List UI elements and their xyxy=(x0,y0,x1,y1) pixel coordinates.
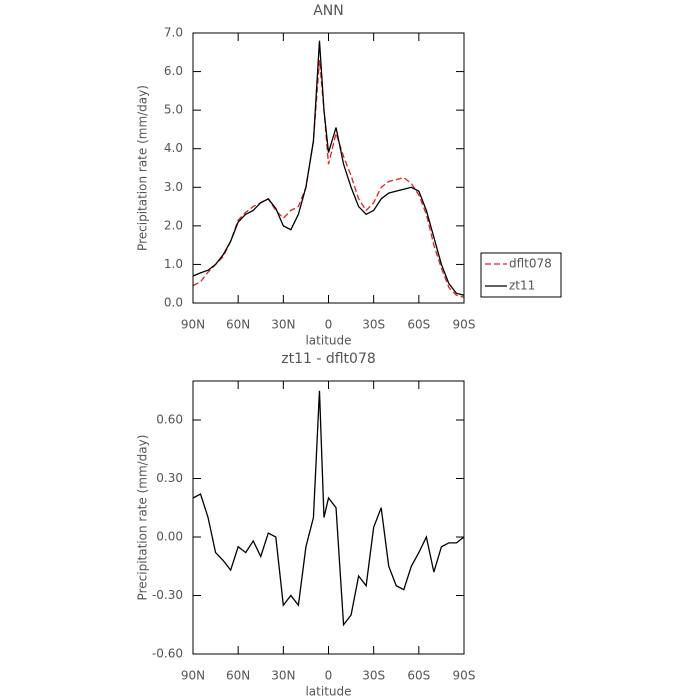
chart-title: zt11 - dflt078 xyxy=(281,351,376,367)
x-tick-label: 60S xyxy=(407,318,430,332)
y-tick-label: 0.30 xyxy=(156,471,183,485)
y-tick-label: -0.60 xyxy=(152,647,183,661)
x-tick-label: 30N xyxy=(271,318,295,332)
y-tick-label: 4.0 xyxy=(164,141,183,155)
legend-label: dflt078 xyxy=(509,257,552,271)
x-tick-label: 90S xyxy=(453,318,476,332)
data-line xyxy=(192,59,465,298)
x-axis-label: latitude xyxy=(305,685,351,699)
legend-label: zt11 xyxy=(509,279,535,293)
y-tick-label: -0.30 xyxy=(152,588,183,602)
y-tick-label: 6.0 xyxy=(164,64,183,78)
x-tick-label: 60N xyxy=(226,669,250,683)
x-tick-label: 90S xyxy=(453,669,476,683)
y-tick-label: 1.0 xyxy=(164,257,183,271)
x-tick-label: 30S xyxy=(362,318,385,332)
x-tick-label: 90N xyxy=(181,669,205,683)
x-tick-label: 30N xyxy=(271,669,295,683)
y-tick-label: 0.0 xyxy=(164,296,183,310)
x-tick-label: 0 xyxy=(325,318,333,332)
y-tick-label: 5.0 xyxy=(164,103,183,117)
x-tick-label: 30S xyxy=(362,669,385,683)
plot-frame xyxy=(192,32,465,304)
x-tick-label: 60S xyxy=(407,669,430,683)
y-tick-label: 3.0 xyxy=(164,180,183,194)
x-tick-label: 90N xyxy=(181,318,205,332)
plot-frame xyxy=(192,380,465,655)
chart-title: ANN xyxy=(313,3,344,19)
x-tick-label: 0 xyxy=(325,669,333,683)
data-line xyxy=(192,40,465,296)
y-tick-label: 0.00 xyxy=(156,530,183,544)
y-axis-label: Precipitation rate (mm/day) xyxy=(136,85,150,251)
y-tick-label: 7.0 xyxy=(164,26,183,40)
y-axis-label: Precipitation rate (mm/day) xyxy=(136,435,150,601)
y-tick-label: 0.60 xyxy=(156,413,183,427)
data-line xyxy=(192,390,465,627)
x-tick-label: 60N xyxy=(226,318,250,332)
legend-box xyxy=(480,252,562,298)
x-axis-label: latitude xyxy=(305,334,351,348)
y-tick-label: 2.0 xyxy=(164,218,183,232)
